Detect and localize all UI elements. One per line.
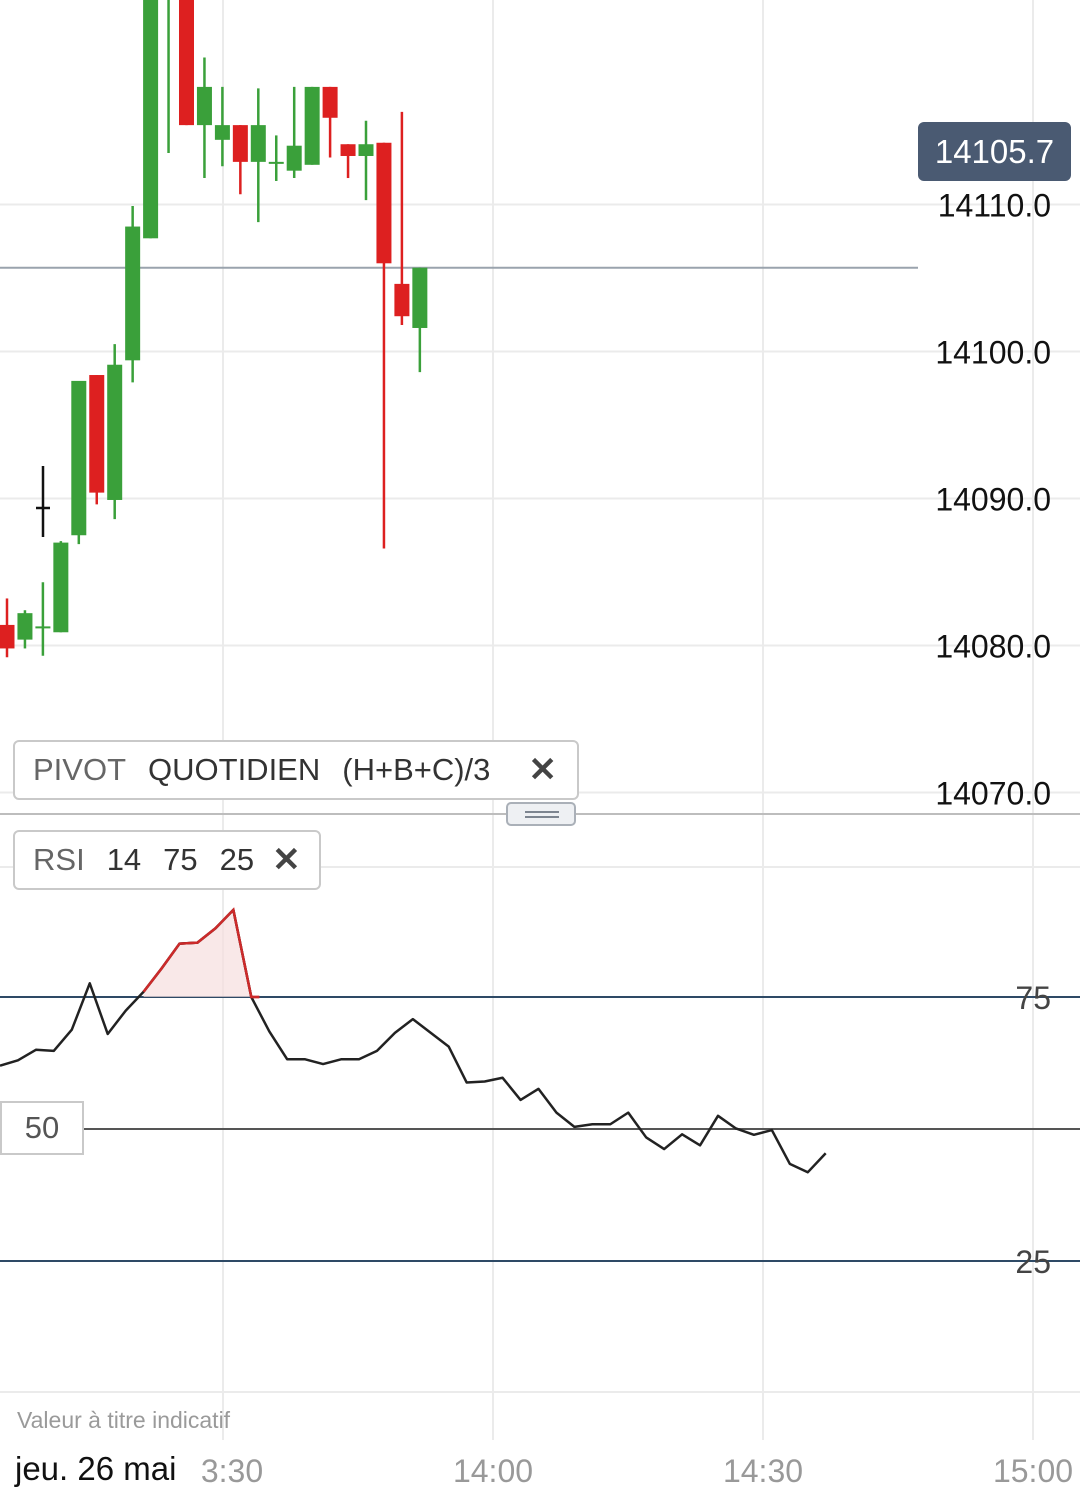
candle [358,120,374,201]
candle [53,541,69,633]
candle [286,86,302,179]
rsi-period: 14 [106,842,142,877]
candle-body [412,267,428,328]
candle [340,144,356,179]
candle-body [358,144,374,156]
rsi-overbought-overlay [142,907,260,999]
disclaimer-text: Valeur à titre indicatif [17,1407,231,1433]
candle [71,380,87,545]
pane-resize-handle[interactable] [506,802,576,826]
candle-body [196,86,212,126]
candle [394,111,410,326]
time-tick-label: 15:00 [993,1453,1073,1489]
candle-body [179,0,194,126]
candle-body [107,364,123,500]
candle [17,610,33,649]
candle [376,142,392,549]
candle [322,86,338,158]
rsi-lower-param: 25 [219,842,255,877]
candle-body [304,86,320,165]
pivot-indicator-name: PIVOT [33,752,127,787]
rsi-overbought-area [143,909,260,997]
candle [232,125,248,195]
candle-body [71,380,87,536]
candle-body [125,226,141,361]
candle [89,375,105,505]
time-tick-label: 3:30 [201,1453,263,1489]
price-tick-label: 14080.0 [935,629,1051,665]
close-icon[interactable]: ✕ [272,841,301,879]
date-label: jeu. 26 mai [0,1444,191,1494]
rsi-middle-level-label: 50 [0,1101,84,1155]
candle [179,0,194,126]
price-tick-label: 14100.0 [935,335,1051,371]
price-axis: 14110.0 14100.0 14090.0 14080.0 14070.0 [935,188,1051,812]
candle [107,344,123,520]
candle-body [17,613,33,640]
candle [125,205,141,383]
last-price-tag: 14105.7 [918,122,1071,181]
price-grid [0,203,1080,815]
candle [412,267,428,373]
pivot-indicator-formula: (H+B+C)/3 [342,752,491,787]
candle-body [53,542,69,633]
price-tick-label: 14090.0 [935,482,1051,518]
rsi-tick-label: 25 [1015,1244,1051,1280]
candle [214,86,230,167]
price-tick-label: 14070.0 [935,776,1051,812]
rsi-indicator-name: RSI [33,842,85,877]
candle [196,57,212,179]
candle-body [268,161,284,164]
candle-body [286,145,302,171]
candle-body [232,125,248,162]
pivot-indicator-period: QUOTIDIEN [148,752,321,787]
time-tick-label: 14:00 [453,1453,533,1489]
candle [167,0,170,154]
rsi-series [0,907,827,1174]
close-icon[interactable]: ✕ [528,751,557,789]
candle-body [89,375,105,493]
candle [304,86,320,165]
candle-body [322,86,338,118]
rsi-tick-label: 75 [1015,980,1051,1016]
time-tick-label: 14:30 [723,1453,803,1489]
candle-body [214,125,230,140]
candle-body [376,142,392,264]
price-tick-label: 14110.0 [938,188,1051,224]
rsi-levels [0,996,1080,1262]
candle-body [340,144,356,156]
candlestick-series [0,0,428,658]
candle [268,135,284,181]
candle-body [35,626,51,629]
candle-body [394,283,410,317]
candle-body [0,624,15,649]
pivot-indicator-legend[interactable]: PIVOT QUOTIDIEN (H+B+C)/3 ✕ [13,740,579,800]
candle-body [143,0,159,239]
rsi-axis: 75 25 [1015,980,1051,1280]
candle [250,88,266,223]
candle [0,598,15,658]
time-axis: 3:30 14:00 14:30 15:00 [201,1453,1073,1489]
rsi-line [0,908,827,1174]
vertical-grid [222,0,1034,1440]
candle [35,582,51,656]
candle-body [250,125,266,162]
rsi-upper-param: 75 [163,842,198,877]
rsi-indicator-legend[interactable]: RSI 14 75 25 ✕ [13,830,321,890]
candle [143,0,159,239]
